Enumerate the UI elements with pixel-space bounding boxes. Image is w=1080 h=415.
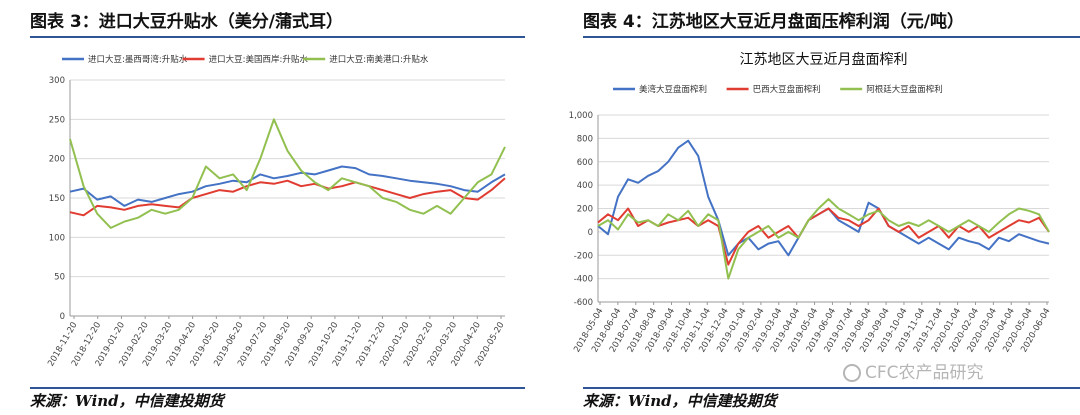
left-y-tick-1: 50 xyxy=(54,273,65,283)
right-panel-title: 图表 4：江苏地区大豆近月盘面压榨利润（元/吨） xyxy=(583,12,964,32)
left-panel-title: 图表 3：进口大豆升贴水（美分/蒲式耳） xyxy=(30,12,343,32)
left-legend-label-0: 进口大豆:墨西哥湾:升贴水 xyxy=(88,54,188,65)
left-series-line-0 xyxy=(69,165,506,207)
watermark: CFC农产品研究 xyxy=(843,358,984,383)
left-y-tick-6: 300 xyxy=(49,76,65,86)
right-title-divider xyxy=(583,36,1080,38)
right-source-divider xyxy=(583,387,1080,389)
left-y-tick-3: 150 xyxy=(49,194,65,204)
left-y-tick-5: 250 xyxy=(49,115,65,125)
basis-line-chart: 进口大豆:墨西哥湾:升贴水 进口大豆:美国西岸:升贴水 进口大豆:南美港口:升贴水 0… xyxy=(46,54,506,368)
left-series-line-2 xyxy=(69,118,506,229)
right-y-tick-3: 0 xyxy=(588,228,593,238)
right-legend-label-1: 巴西大豆盘面榨利 xyxy=(753,84,821,95)
left-panel: 图表 3：进口大豆升贴水（美分/蒲式耳） 进口大豆:墨西哥湾:升贴水 进口大豆:美… xyxy=(0,0,525,415)
right-y-tick-2: -200 xyxy=(574,251,593,261)
right-y-tick-5: 400 xyxy=(577,181,593,191)
wechat-icon xyxy=(843,364,861,382)
left-y-tick-4: 200 xyxy=(49,155,65,165)
right-series-line-2 xyxy=(597,198,1050,280)
right-y-tick-0: -600 xyxy=(574,298,593,308)
watermark-text: CFC农产品研究 xyxy=(865,363,984,383)
left-source-divider xyxy=(30,387,525,389)
left-title-divider xyxy=(30,36,525,38)
right-y-tick-4: 200 xyxy=(577,205,593,215)
left-series-line-1 xyxy=(69,177,506,217)
right-y-tick-7: 800 xyxy=(577,134,593,144)
right-y-tick-6: 600 xyxy=(577,158,593,168)
left-y-tick-0: 0 xyxy=(60,312,65,322)
left-legend-label-1: 进口大豆:美国西岸:升贴水 xyxy=(209,54,309,65)
right-legend-label-0: 美湾大豆盘面榨利 xyxy=(639,84,707,95)
right-chart-title: 江苏地区大豆近月盘面榨利 xyxy=(740,51,908,68)
right-series-line-1 xyxy=(597,207,1050,266)
left-legend-label-2: 进口大豆:南美港口:升贴水 xyxy=(329,54,429,65)
right-series-line-0 xyxy=(597,139,1050,257)
right-panel-source: 来源：Wind，中信建投期货 xyxy=(583,392,777,410)
right-y-tick-1: -400 xyxy=(574,275,593,285)
right-y-tick-8: 1,000 xyxy=(569,111,593,121)
left-panel-source: 来源：Wind，中信建投期货 xyxy=(30,392,224,410)
left-y-tick-2: 100 xyxy=(49,233,65,243)
right-legend-label-2: 阿根廷大豆盘面榨利 xyxy=(866,84,943,95)
right-panel: 图表 4：江苏地区大豆近月盘面压榨利润（元/吨） 江苏地区大豆近月盘面榨利美湾大… xyxy=(553,0,1080,415)
